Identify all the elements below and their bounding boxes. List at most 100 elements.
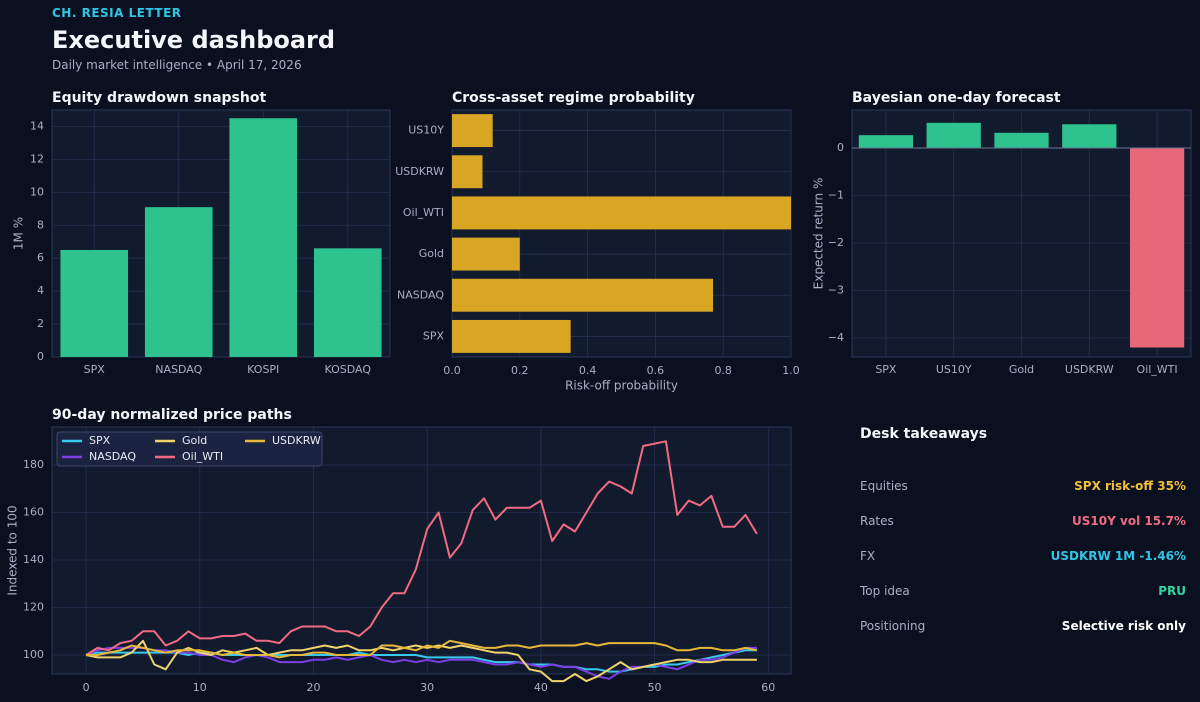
x-tick-label: KOSPI [247, 363, 279, 376]
takeaway-row-rates: Rates US10Y vol 15.7% [860, 503, 1186, 538]
takeaway-value: USDKRW 1M -1.46% [1050, 548, 1186, 563]
takeaway-label: Equities [860, 478, 908, 493]
y-tick-label: Gold [419, 247, 444, 260]
series-line [86, 639, 758, 659]
legend-label: SPX [89, 434, 111, 447]
x-tick-label: SPX [84, 363, 106, 376]
takeaway-row-fx: FX USDKRW 1M -1.46% [860, 538, 1186, 573]
bar [858, 135, 914, 148]
bar [926, 122, 981, 148]
takeaways-title: Desk takeaways [860, 426, 988, 442]
takeaway-label: Positioning [860, 618, 926, 633]
y-tick-label: −2 [828, 236, 844, 249]
y-tick-label: 12 [30, 152, 44, 165]
drawdown-plot-area [51, 109, 391, 358]
y-tick-label: 2 [37, 317, 44, 330]
y-tick-label: 0 [37, 350, 44, 363]
brand-label: CH. RESIA LETTER [52, 6, 182, 20]
x-axis-label: Risk-off probability [565, 379, 678, 393]
legend-label: NASDAQ [89, 450, 136, 463]
y-tick-label: NASDAQ [397, 288, 444, 301]
x-tick-label: 0.0 [443, 364, 461, 377]
series-line [85, 649, 757, 673]
x-tick-label: SPX [875, 363, 897, 376]
x-tick-label: 1.0 [782, 364, 800, 377]
takeaway-row-positioning: Positioning Selective risk only [860, 608, 1186, 643]
bar [452, 114, 493, 148]
y-tick-label: Oil_WTI [403, 206, 444, 219]
y-tick-label: SPX [423, 329, 445, 342]
x-tick-label: 0.2 [511, 364, 529, 377]
x-tick-label: NASDAQ [155, 363, 202, 376]
y-axis-label: Indexed to 100 [6, 505, 20, 595]
takeaway-value: SPX risk-off 35% [1074, 478, 1186, 493]
page-subtitle: Daily market intelligence • April 17, 20… [52, 58, 302, 72]
x-tick-label: 0.8 [714, 364, 732, 377]
takeaway-value: Selective risk only [1061, 618, 1186, 633]
y-axis-label: Expected return % [812, 178, 826, 290]
x-tick-label: 0.6 [647, 364, 665, 377]
y-tick-label: 6 [37, 251, 44, 264]
y-tick-label: 180 [23, 458, 44, 471]
y-tick-label: −4 [828, 331, 844, 344]
takeaway-row-equities: Equities SPX risk-off 35% [860, 468, 1186, 503]
legend-label: Gold [182, 434, 207, 447]
bar [452, 319, 571, 353]
x-tick-label: 40 [534, 681, 548, 694]
x-tick-label: 50 [648, 681, 662, 694]
takeaway-label: Top idea [860, 583, 910, 598]
y-tick-label: −1 [828, 189, 844, 202]
y-tick-label: 14 [30, 119, 44, 132]
legend-box [56, 431, 323, 467]
bar [452, 237, 520, 271]
bar [60, 249, 129, 357]
x-tick-label: 0.4 [579, 364, 597, 377]
series-line [85, 639, 757, 683]
y-tick-label: 8 [37, 218, 44, 231]
regime-chart-title: Cross-asset regime probability [452, 90, 695, 106]
x-tick-label: 30 [420, 681, 434, 694]
paths-chart-title: 90-day normalized price paths [52, 407, 292, 423]
y-tick-label: 160 [23, 506, 44, 519]
takeaway-label: FX [860, 548, 876, 563]
bar [229, 118, 298, 357]
page-title: Executive dashboard [52, 26, 336, 54]
x-tick-label: USDKRW [1065, 363, 1114, 376]
series-line [85, 440, 758, 656]
bar [452, 196, 791, 230]
forecast-plot-area [851, 109, 1192, 358]
x-tick-label: US10Y [936, 363, 972, 376]
takeaway-row-top-idea: Top idea PRU [860, 573, 1186, 608]
dashboard-header: CH. RESIA LETTER Executive dashboard Dai… [52, 6, 335, 72]
y-axis-label: 1M % [12, 217, 26, 250]
y-tick-label: 120 [23, 601, 44, 614]
desk-takeaways-panel: Desk takeaways Equities SPX risk-off 35%… [860, 420, 1186, 643]
y-tick-label: US10Y [408, 124, 444, 137]
regime-plot-area [451, 109, 792, 358]
takeaway-label: Rates [860, 513, 894, 528]
bar [452, 278, 714, 312]
x-tick-label: 10 [193, 681, 207, 694]
y-tick-label: 100 [23, 648, 44, 661]
bar [313, 248, 382, 357]
takeaway-value: PRU [1158, 583, 1186, 598]
series-line [85, 646, 757, 680]
bar [994, 132, 1049, 148]
bar [1129, 148, 1185, 348]
x-tick-label: 0 [83, 681, 90, 694]
legend-label: Oil_WTI [182, 450, 223, 463]
x-tick-label: Oil_WTI [1137, 363, 1178, 376]
paths-plot-area [51, 426, 792, 675]
x-tick-label: 20 [306, 681, 320, 694]
y-tick-label: USDKRW [395, 165, 444, 178]
x-tick-label: Gold [1009, 363, 1034, 376]
takeaway-value: US10Y vol 15.7% [1072, 513, 1186, 528]
drawdown-chart-title: Equity drawdown snapshot [52, 90, 267, 106]
y-tick-label: −3 [828, 284, 844, 297]
y-tick-label: 4 [37, 284, 44, 297]
bar [1062, 124, 1117, 148]
bar [144, 207, 213, 357]
bar [452, 155, 483, 189]
y-tick-label: 140 [23, 553, 44, 566]
y-tick-label: 0 [837, 141, 844, 154]
